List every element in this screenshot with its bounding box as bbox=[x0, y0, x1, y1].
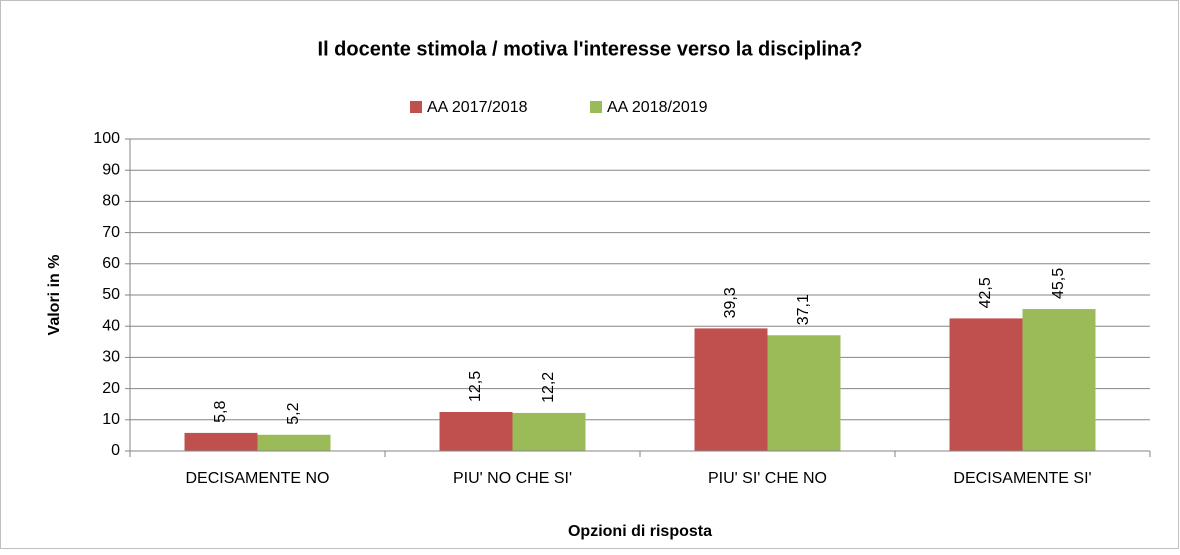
bar bbox=[694, 328, 768, 451]
value-label: 39,3 bbox=[722, 287, 739, 318]
chart-title: Il docente stimola / motiva l'interesse … bbox=[318, 38, 863, 60]
y-tick-label: 90 bbox=[102, 161, 120, 178]
bar bbox=[512, 412, 586, 451]
value-label: 5,8 bbox=[212, 401, 229, 423]
y-tick-label: 0 bbox=[111, 442, 120, 459]
bar bbox=[949, 318, 1023, 451]
value-label: 42,5 bbox=[977, 277, 994, 308]
y-tick-label: 30 bbox=[102, 349, 120, 366]
x-tick-label: PIU' SI' CHE NO bbox=[708, 470, 827, 487]
legend-label: AA 2017/2018 bbox=[427, 99, 528, 116]
y-tick-label: 20 bbox=[102, 380, 120, 397]
x-axis-label: Opzioni di risposta bbox=[568, 523, 712, 540]
value-label: 5,2 bbox=[285, 402, 302, 424]
legend-swatch bbox=[590, 101, 602, 113]
y-tick-label: 50 bbox=[102, 286, 120, 303]
bar bbox=[1022, 309, 1096, 451]
value-label: 37,1 bbox=[795, 294, 812, 325]
y-tick-label: 60 bbox=[102, 255, 120, 272]
x-tick-label: DECISAMENTE SI' bbox=[953, 470, 1091, 487]
y-tick-label: 70 bbox=[102, 224, 120, 241]
x-tick-label: PIU' NO CHE SI' bbox=[453, 470, 572, 487]
y-tick-label: 100 bbox=[93, 130, 120, 147]
bar bbox=[439, 412, 513, 451]
y-axis-label: Valori in % bbox=[46, 255, 63, 336]
y-tick-label: 40 bbox=[102, 317, 120, 334]
y-tick-label: 80 bbox=[102, 193, 120, 210]
legend-label: AA 2018/2019 bbox=[607, 99, 708, 116]
y-tick-label: 10 bbox=[102, 411, 120, 428]
bar bbox=[767, 335, 841, 451]
legend-swatch bbox=[410, 101, 422, 113]
value-label: 45,5 bbox=[1050, 268, 1067, 299]
value-label: 12,2 bbox=[540, 372, 557, 403]
value-label: 12,5 bbox=[467, 371, 484, 402]
bar bbox=[257, 434, 331, 451]
x-tick-label: DECISAMENTE NO bbox=[185, 470, 329, 487]
bar bbox=[184, 432, 258, 451]
